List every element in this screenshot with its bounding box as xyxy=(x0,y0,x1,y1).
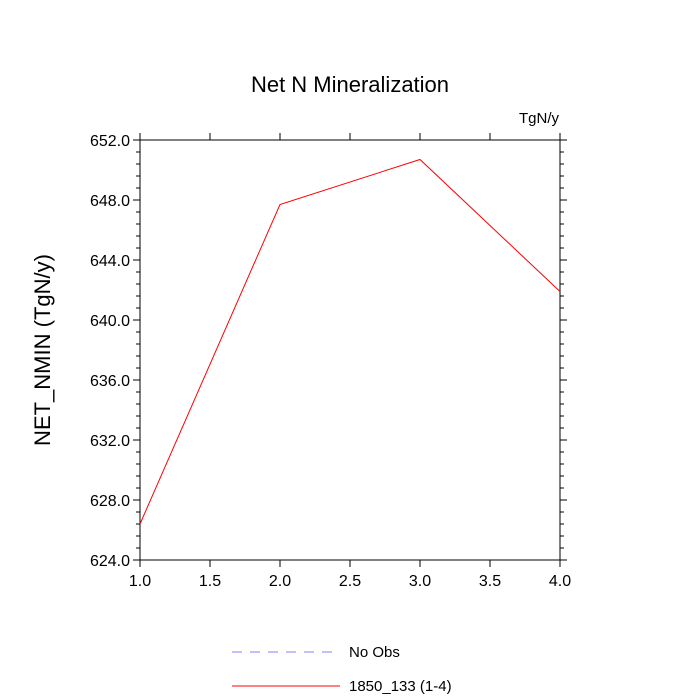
series-lines xyxy=(139,158,561,525)
y-tick-label: 636.0 xyxy=(90,373,130,390)
x-tick-label: 1.0 xyxy=(129,573,151,590)
y-tick-label: 648.0 xyxy=(90,193,130,210)
units-label: TgN/y xyxy=(519,110,560,127)
plot-frame xyxy=(139,139,561,561)
chart-title: Net N Mineralization xyxy=(251,72,449,97)
x-tick-label: 3.5 xyxy=(479,573,501,590)
tick-labels: 1.0 1.5 2.0 2.5 3.0 3.5 4.0 624.0 628.0 632.0 636.… xyxy=(90,133,571,590)
y-tick-label: 652.0 xyxy=(90,133,130,150)
y-tick-label: 628.0 xyxy=(90,493,130,510)
x-tick-label: 2.5 xyxy=(339,573,361,590)
y-axis-label: NET_NMIN (TgN/y) xyxy=(30,254,55,446)
x-tick-label: 4.0 xyxy=(549,573,571,590)
legend: No Obs 1850_133 (1-4) xyxy=(232,644,452,695)
x-tick-label: 2.0 xyxy=(269,573,291,590)
axis-ticks xyxy=(133,133,567,567)
y-tick-label: 644.0 xyxy=(90,253,130,270)
legend-label: 1850_133 (1-4) xyxy=(349,678,452,695)
x-tick-label: 3.0 xyxy=(409,573,431,590)
series-line xyxy=(139,158,561,525)
y-tick-label: 640.0 xyxy=(90,313,130,330)
x-tick-label: 1.5 xyxy=(199,573,221,590)
legend-label: No Obs xyxy=(349,644,400,661)
y-tick-label: 632.0 xyxy=(90,433,130,450)
y-tick-label: 624.0 xyxy=(90,553,130,570)
